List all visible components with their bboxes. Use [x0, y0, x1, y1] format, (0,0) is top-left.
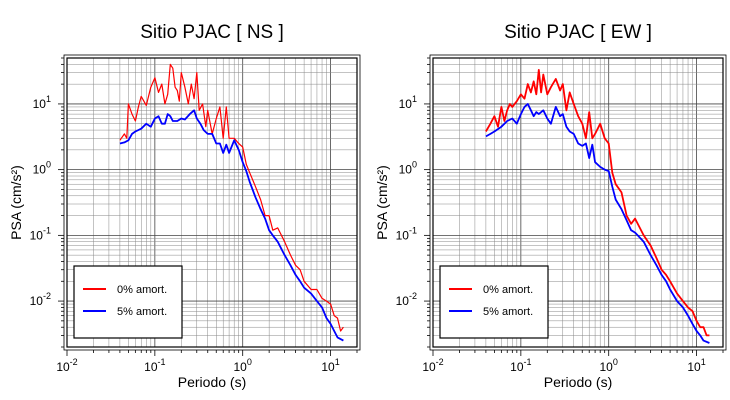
chart-title: Sitio PJAC [ EW ]	[504, 22, 652, 43]
grid-lines	[66, 57, 358, 348]
legend-label: 0% amort.	[117, 284, 167, 296]
x-axis-label: Periodo (s)	[544, 374, 612, 390]
legend-label: 0% amort.	[483, 284, 533, 296]
x-tick-label: 100	[234, 357, 252, 374]
series-line-undamped	[485, 69, 710, 337]
y-tick-label: 10-1	[30, 225, 51, 242]
legend-box	[439, 265, 549, 339]
series-line-damped	[485, 103, 710, 344]
y-axis-label: PSA (cm/s²)	[8, 165, 24, 240]
chart-panel-1: 10-2 10-1 100 101 10-2 10-1 100 101 Sitio PJAC […	[8, 22, 361, 390]
plot-outer-frame	[429, 54, 727, 351]
legend: 0% amort. 5% amort.	[73, 265, 183, 339]
y-tick-label: 10-2	[30, 291, 51, 308]
x-tick-label: 10-2	[56, 357, 77, 374]
x-tick-label: 100	[600, 357, 618, 374]
x-tick-label: 10-1	[510, 357, 531, 374]
y-tick-label: 101	[399, 94, 417, 111]
legend-label: 5% amort.	[117, 306, 167, 318]
y-tick-label: 101	[33, 94, 51, 111]
legend-label: 5% amort.	[483, 306, 533, 318]
x-axis-label: Periodo (s)	[178, 374, 246, 390]
x-tick-label: 101	[321, 357, 339, 374]
y-tick-label: 10-2	[396, 291, 417, 308]
series-line-damped	[119, 109, 344, 342]
legend: 0% amort. 5% amort.	[439, 265, 549, 339]
plot-frame	[66, 57, 358, 348]
plot-outer-frame	[63, 54, 361, 351]
y-tick-label: 100	[399, 160, 417, 177]
x-tick-label: 10-1	[144, 357, 165, 374]
series-line-undamped	[119, 63, 344, 332]
y-tick-label: 10-1	[396, 225, 417, 242]
x-tick-label: 10-2	[422, 357, 443, 374]
plot-frame	[432, 57, 724, 348]
y-tick-label: 100	[33, 160, 51, 177]
chart-title: Sitio PJAC [ NS ]	[140, 22, 284, 43]
legend-box	[73, 265, 183, 339]
y-axis-label: PSA (cm/s²)	[374, 165, 390, 240]
x-tick-label: 101	[687, 357, 705, 374]
chart-panel-2: 10-2 10-1 100 101 10-2 10-1 100 101 Sitio PJAC […	[374, 22, 727, 390]
